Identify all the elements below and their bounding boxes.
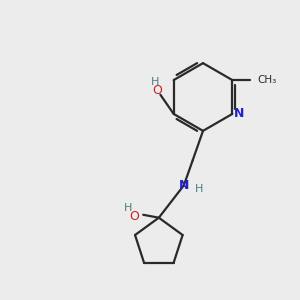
Text: H: H (195, 184, 203, 194)
Text: N: N (179, 179, 189, 192)
Text: H: H (151, 77, 159, 87)
Text: CH₃: CH₃ (257, 75, 277, 85)
Text: O: O (129, 210, 139, 223)
Text: N: N (234, 107, 244, 120)
Text: O: O (152, 84, 162, 97)
Text: H: H (124, 203, 133, 213)
